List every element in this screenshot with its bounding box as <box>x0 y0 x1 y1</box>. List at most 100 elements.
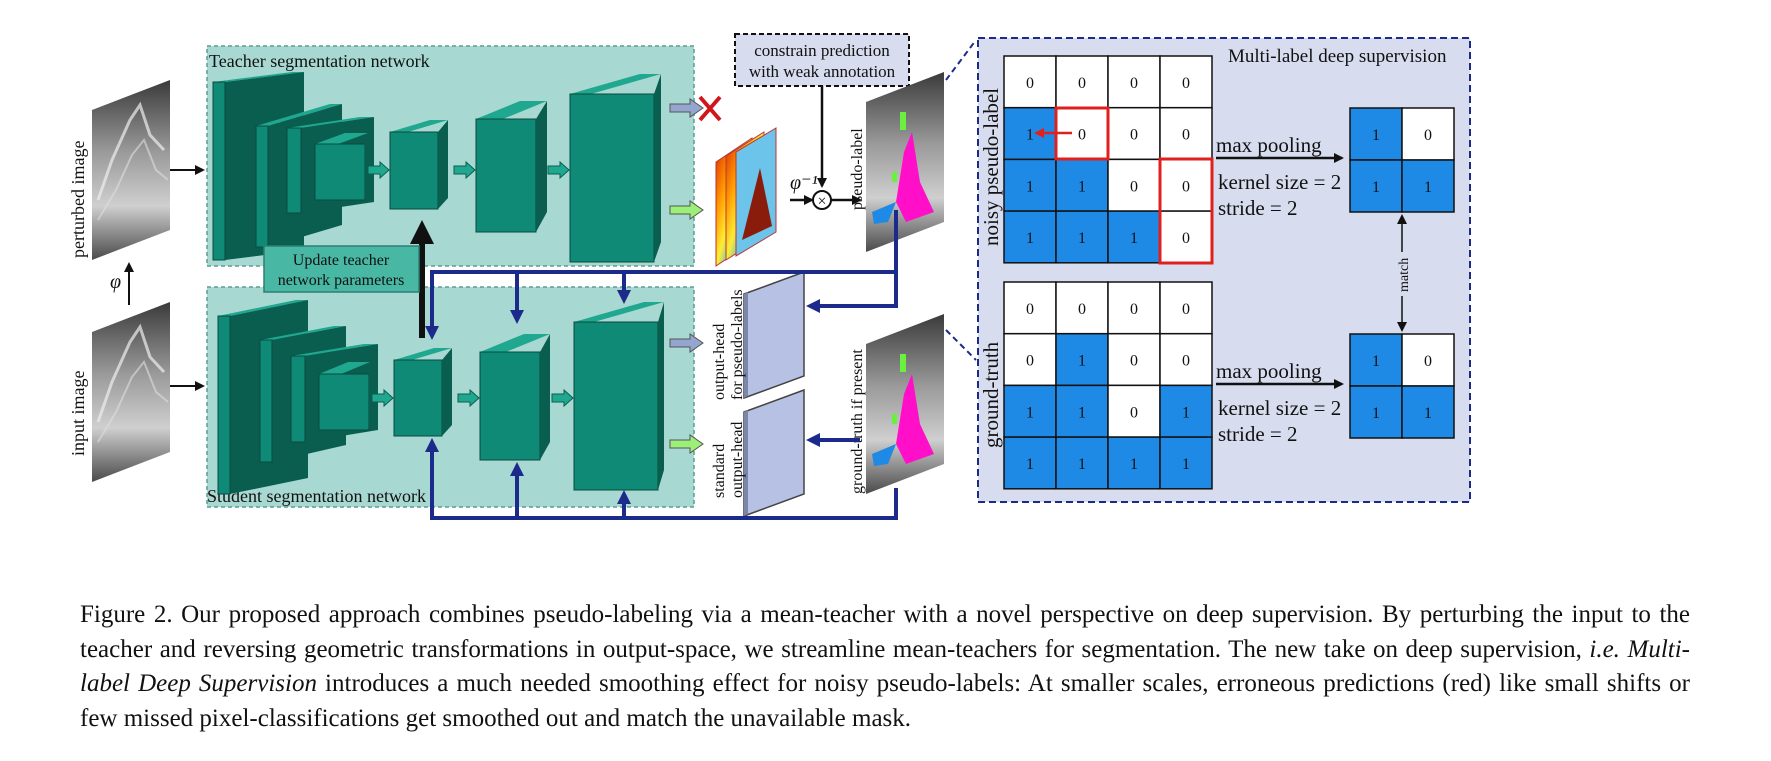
grid-cell-value: 1 <box>1078 353 1086 370</box>
grid-cell <box>1107 210 1161 264</box>
grid-cell <box>1401 159 1455 213</box>
error-highlight-missed <box>1158 157 1214 265</box>
kernel-size-bottom: kernel size = 2 <box>1218 396 1341 420</box>
teacher-prediction-maps <box>715 127 777 267</box>
grid-cell-value: 0 <box>1130 127 1138 144</box>
constrain-line1: constrain prediction <box>754 41 890 60</box>
ground-truth-label: ground-truth <box>979 341 1003 448</box>
perturbed-image-label: perturbed image <box>68 141 88 258</box>
grid-cell-value: 0 <box>1182 127 1190 144</box>
grid-cell-value: 1 <box>1026 456 1034 473</box>
grid-cell <box>1055 384 1109 438</box>
constrain-line2: with weak annotation <box>749 62 896 81</box>
supervision-arrows <box>425 210 898 520</box>
grid-cell <box>1055 332 1109 387</box>
head-std-line2: output-head <box>729 422 746 498</box>
grid-cell-value: 0 <box>1182 353 1190 370</box>
phi-inverse-label: φ⁻¹ <box>790 172 818 194</box>
grid-cell-value: 0 <box>1078 75 1086 92</box>
grid-cell <box>1401 107 1455 161</box>
ground-truth-image <box>866 314 944 494</box>
grid-cell <box>1159 332 1213 387</box>
student-decoder-cube-2 <box>573 302 664 491</box>
grid-cell-value: 0 <box>1182 301 1190 318</box>
head-std-line1: standard <box>711 444 728 498</box>
grid-cell <box>1107 55 1161 109</box>
teacher-bottleneck-cube <box>389 120 448 210</box>
grid-cell-value: 0 <box>1078 301 1086 318</box>
update-teacher-line1: Update teacher <box>293 252 390 269</box>
grid-cell-value: 1 <box>1372 127 1380 144</box>
grid-cell <box>1107 106 1161 161</box>
inner-flow-arrows <box>367 160 574 408</box>
grid-cell-value: 0 <box>1026 353 1034 370</box>
head-pseudo-line1: output-head <box>711 324 728 400</box>
mlds-title: Multi-label deep supervision <box>1228 46 1447 67</box>
student-decoder-cube-1 <box>479 334 550 461</box>
grid-cell <box>1107 332 1161 387</box>
method-diagram: Teacher segmentation network Student seg… <box>68 33 1471 520</box>
grid-cell <box>1003 384 1057 438</box>
pseudo-label-image <box>866 72 944 252</box>
caption-ie: i.e. <box>1589 635 1620 663</box>
grid-cell-value: 1 <box>1078 230 1086 247</box>
grid-cell-value: 1 <box>1026 404 1034 421</box>
grid-cell-value: 1 <box>1026 178 1034 195</box>
ground-truth-side-label: ground-truth if present <box>849 349 866 494</box>
teacher-label: Teacher segmentation network <box>209 51 430 71</box>
grid-cell-value: 1 <box>1182 404 1190 421</box>
grid-cell-value: 1 <box>1182 456 1190 473</box>
pseudo-label-side-label: pseudo-label <box>849 128 866 210</box>
match-label: match <box>1397 258 1412 292</box>
student-bottleneck-cube <box>393 348 452 437</box>
noisy-pseudo-label-grid: 0 0 0 0 1 0 0 0 1 1 0 0 1 1 1 0 <box>1003 55 1213 264</box>
update-teacher-line2: network parameters <box>278 272 405 289</box>
grid-cell <box>1401 333 1455 387</box>
grid-cell-value: 1 <box>1078 404 1086 421</box>
grid-cell-value: 0 <box>1182 75 1190 92</box>
teacher-encoder <box>212 72 374 261</box>
input-image-label: input image <box>68 371 88 456</box>
grid-cell <box>1107 436 1161 490</box>
ground-truth-grid: 0 0 0 0 0 1 0 0 1 1 0 1 1 1 1 1 <box>1003 281 1213 490</box>
update-teacher-box <box>263 245 420 293</box>
grid-cell-value: 0 <box>1130 75 1138 92</box>
stride-bottom: stride = 2 <box>1218 422 1298 446</box>
grid-cell <box>1159 384 1213 438</box>
constrain-box <box>734 33 910 87</box>
caption-part2: introduces a much needed smoothing effec… <box>80 670 1691 732</box>
figure-caption: Figure 2. Our proposed approach combines… <box>80 598 1690 736</box>
grid-cell-value: 0 <box>1130 404 1138 421</box>
grid-cell-value: 1 <box>1372 179 1380 196</box>
grid-cell-value: 1 <box>1372 353 1380 370</box>
stride-top: stride = 2 <box>1218 196 1298 220</box>
teacher-decoder-cube-1 <box>475 101 547 233</box>
caption-part1: Figure 2. Our proposed approach combines… <box>80 601 1690 663</box>
grid-cell-value: 0 <box>1026 301 1034 318</box>
grid-cell-value: 1 <box>1372 405 1380 422</box>
pseudo-output-head <box>743 270 805 400</box>
grid-cell <box>1055 55 1109 109</box>
caption-mlds: Multi-label Deep Supervision <box>80 635 1690 698</box>
grid-cell-value: 0 <box>1130 178 1138 195</box>
grid-cell-value: 1 <box>1130 456 1138 473</box>
grid-cell <box>1159 436 1213 490</box>
grid-cell <box>1003 281 1057 335</box>
teacher-decoder-cube-2 <box>569 74 661 263</box>
zoom-line-bottom <box>945 329 977 361</box>
perturbed-image <box>90 78 172 262</box>
grid-cell-value: 1 <box>1026 230 1034 247</box>
head-pseudo-line2: for pseudo-labels <box>729 289 746 400</box>
grid-cell-value: 0 <box>1182 178 1190 195</box>
pooled-pseudo-grid: 1 0 1 1 <box>1349 107 1455 213</box>
grid-cell <box>1003 55 1057 109</box>
multiply-symbol: × <box>817 193 826 210</box>
blocked-cross-icon <box>698 95 722 122</box>
max-pooling-top: max pooling <box>1216 133 1322 157</box>
grid-cell-value: 0 <box>1424 353 1432 370</box>
pooled-ground-truth-grid: 1 0 1 1 <box>1349 333 1455 439</box>
grid-cell-value: 0 <box>1026 75 1034 92</box>
grid-cell <box>1107 384 1161 438</box>
grid-cell-value: 0 <box>1130 353 1138 370</box>
zoom-line-top <box>945 39 977 81</box>
